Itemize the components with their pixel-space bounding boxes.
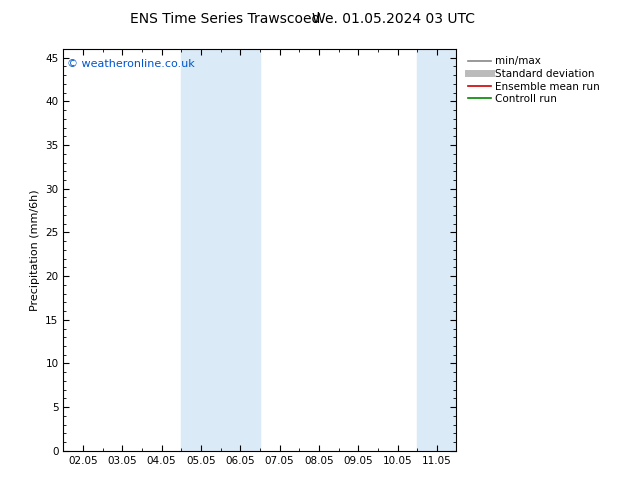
Legend: min/max, Standard deviation, Ensemble mean run, Controll run: min/max, Standard deviation, Ensemble me… [465,54,602,106]
Text: © weatheronline.co.uk: © weatheronline.co.uk [67,59,195,69]
Bar [181,49,260,451]
Text: ENS Time Series Trawscoed: ENS Time Series Trawscoed [130,12,320,26]
Bar [417,49,456,451]
Y-axis label: Precipitation (mm/6h): Precipitation (mm/6h) [30,189,40,311]
Text: We. 01.05.2024 03 UTC: We. 01.05.2024 03 UTC [311,12,475,26]
